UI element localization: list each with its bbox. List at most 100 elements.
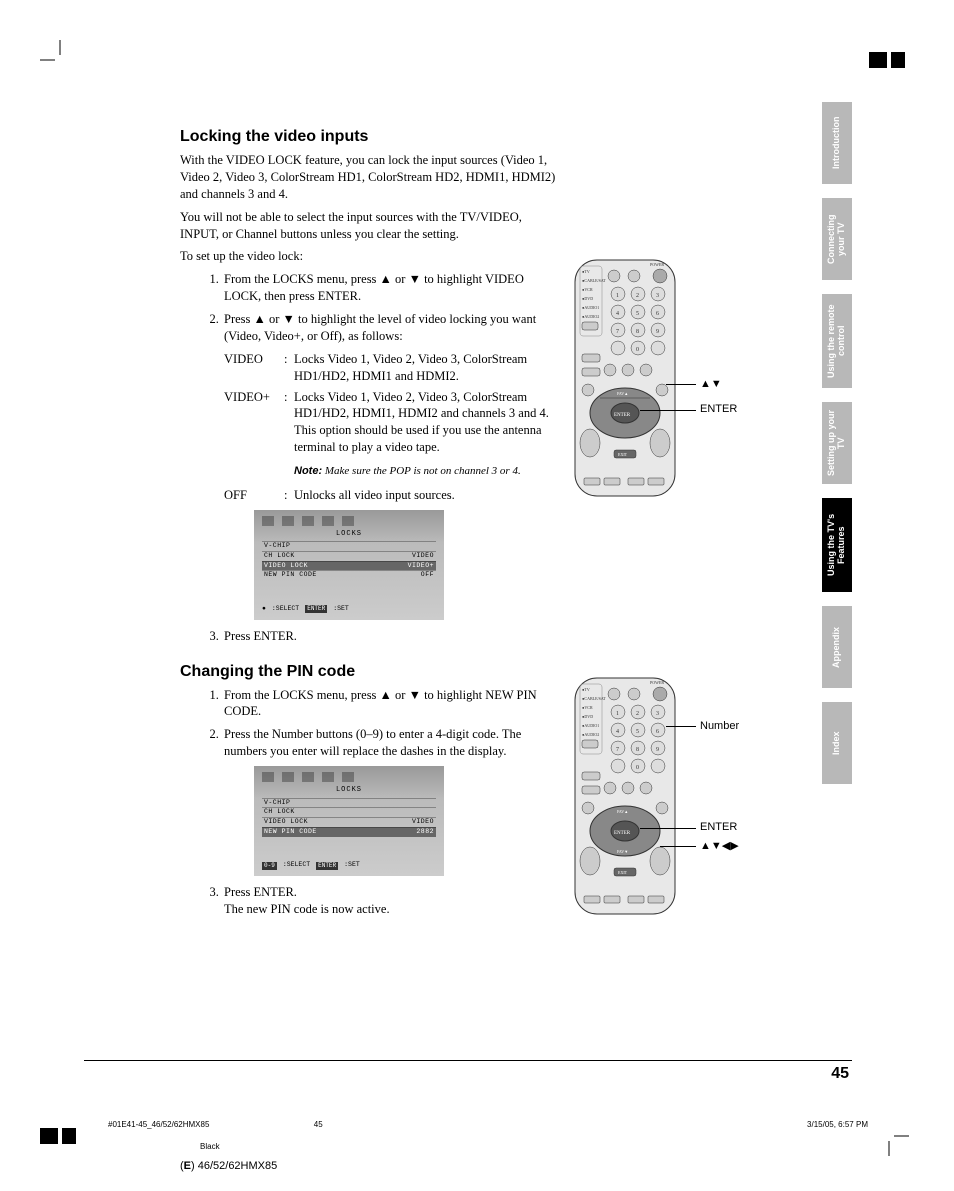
osd2-r0l: V-CHIP: [264, 799, 290, 808]
osd1-foot: ●:SELECT ENTER :SET: [262, 605, 349, 614]
tab-connecting[interactable]: Connecting your TV: [822, 198, 852, 280]
svg-text:●DVD: ●DVD: [582, 296, 593, 301]
osd2-set: :SET: [344, 861, 360, 870]
crop-mark-bl: [40, 1116, 80, 1156]
svg-text:7: 7: [616, 329, 619, 335]
callout-line: [640, 828, 696, 829]
step2b-text: Press the Number buttons (0–9) to enter …: [224, 727, 521, 758]
step3b: The new PIN code is now active.: [224, 902, 390, 916]
osd1-r3l: NEW PIN CODE: [264, 571, 317, 580]
svg-text:2: 2: [636, 293, 639, 299]
tab-index[interactable]: Index: [822, 702, 852, 784]
osd1-r2l: VIDEO LOCK: [264, 562, 308, 571]
svg-text:●AUDIO1: ●AUDIO1: [582, 305, 599, 310]
tab-features[interactable]: Using the TV's Features: [822, 498, 852, 592]
section1-title: Locking the video inputs: [180, 128, 760, 146]
remote-icon: ●TV ●CABLE/SAT ●VCR ●DVD ●AUDIO1 ●AUDIO2…: [570, 676, 680, 916]
svg-text:6: 6: [656, 729, 659, 735]
sep: :: [284, 351, 294, 385]
off-desc: Unlocks all video input sources.: [294, 487, 455, 504]
svg-text:8: 8: [636, 747, 639, 753]
svg-text:ENTER: ENTER: [614, 831, 631, 836]
svg-text:1: 1: [616, 711, 619, 717]
svg-text:●VCR: ●VCR: [582, 705, 593, 710]
side-tabs: Introduction Connecting your TV Using th…: [822, 102, 852, 798]
step2-text: Press ▲ or ▼ to highlight the level of v…: [224, 312, 536, 343]
page-rule: [84, 1060, 852, 1061]
tab-introduction[interactable]: Introduction: [822, 102, 852, 184]
osd1-enter: ENTER: [305, 605, 327, 613]
remote-figure-1: ●TV ●CABLE/SAT ●VCR ●DVD ●AUDIO1 ●AUDIO2…: [570, 258, 770, 503]
svg-text:6: 6: [656, 311, 659, 317]
off-term: OFF: [224, 487, 284, 504]
callout-arrows-ud: ▲▼: [700, 378, 722, 390]
svg-text:7: 7: [616, 747, 619, 753]
osd1-r2r: VIDEO+: [408, 562, 434, 571]
svg-text:●VCR: ●VCR: [582, 287, 593, 292]
svg-text:9: 9: [656, 329, 659, 335]
model-suffix: ) 46/52/62HMX85: [191, 1160, 277, 1172]
svg-text:●DVD: ●DVD: [582, 714, 593, 719]
osd2-header: LOCKS: [254, 784, 444, 797]
callout-arrows-all: ▲▼◀▶: [700, 839, 739, 852]
footer-pg: 45: [314, 1120, 323, 1129]
callout-line: [640, 410, 696, 411]
svg-text:0: 0: [636, 765, 639, 771]
videoplus-desc: Locks Video 1, Video 2, Video 3, ColorSt…: [294, 389, 560, 457]
svg-text:●TV: ●TV: [582, 687, 590, 692]
svg-text:FAV▲: FAV▲: [617, 809, 628, 814]
svg-text:5: 5: [636, 311, 639, 317]
osd2-enter: ENTER: [316, 862, 338, 870]
footer-date: 3/15/05, 6:57 PM: [807, 1120, 868, 1129]
osd1-select: :SELECT: [272, 605, 299, 614]
note-text: Make sure the POP is not on channel 3 or…: [325, 465, 521, 477]
svg-text:●CABLE/SAT: ●CABLE/SAT: [582, 696, 606, 701]
callout-enter: ENTER: [700, 403, 737, 415]
osd2-r1l: CH LOCK: [264, 808, 295, 817]
svg-text:EXIT: EXIT: [618, 452, 628, 457]
crop-mark-tl: [40, 40, 80, 80]
svg-text:●TV: ●TV: [582, 269, 590, 274]
svg-text:●AUDIO1: ●AUDIO1: [582, 723, 599, 728]
svg-text:5: 5: [636, 729, 639, 735]
osd2-r2l: VIDEO LOCK: [264, 818, 308, 827]
section2-step3: Press ENTER. The new PIN code is now act…: [222, 884, 560, 918]
svg-text:3: 3: [656, 711, 659, 717]
svg-text:0: 0: [636, 347, 639, 353]
remote-figure-2: ●TV ●CABLE/SAT ●VCR ●DVD ●AUDIO1 ●AUDIO2…: [570, 676, 770, 921]
svg-text:1: 1: [616, 293, 619, 299]
section1-step3: Press ENTER.: [222, 628, 560, 645]
svg-text:3: 3: [656, 293, 659, 299]
crop-mark-tr: [869, 40, 909, 80]
svg-text:●CABLE/SAT: ●CABLE/SAT: [582, 278, 606, 283]
osd2-r2r: VIDEO: [412, 818, 434, 827]
note: Note: Make sure the POP is not on channe…: [294, 464, 560, 479]
footer-file: #01E41-45_46/52/62HMX85: [108, 1120, 209, 1129]
svg-text:ENTER: ENTER: [614, 413, 631, 418]
callout-line: [666, 726, 696, 727]
tab-setup[interactable]: Setting up your TV: [822, 402, 852, 484]
callout-line: [660, 846, 696, 847]
svg-text:●AUDIO2: ●AUDIO2: [582, 314, 599, 319]
section1-p1: With the VIDEO LOCK feature, you can loc…: [180, 152, 560, 203]
footer-meta: #01E41-45_46/52/62HMX85 45 3/15/05, 6:57…: [108, 1120, 868, 1129]
svg-text:9: 9: [656, 747, 659, 753]
model-line: (E) 46/52/62HMX85: [180, 1160, 277, 1172]
svg-text:2: 2: [636, 711, 639, 717]
callout-enter2: ENTER: [700, 821, 737, 833]
svg-text:4: 4: [616, 311, 619, 317]
tab-appendix[interactable]: Appendix: [822, 606, 852, 688]
osd2-items: V-CHIP CH LOCK VIDEO LOCKVIDEO NEW PIN C…: [254, 798, 444, 837]
section2-step1: From the LOCKS menu, press ▲ or ▼ to hig…: [222, 687, 560, 721]
svg-text:8: 8: [636, 329, 639, 335]
section1-step1: From the LOCKS menu, press ▲ or ▼ to hig…: [222, 271, 560, 305]
video-desc: Locks Video 1, Video 2, Video 3, ColorSt…: [294, 351, 560, 385]
osd2-foot: 0-9 :SELECT ENTER :SET: [262, 861, 360, 870]
step3a: Press ENTER.: [224, 885, 297, 899]
osd2-r3r: 2882: [416, 828, 434, 837]
tab-remote[interactable]: Using the remote control: [822, 294, 852, 388]
svg-text:●AUDIO2: ●AUDIO2: [582, 732, 599, 737]
footer-black: Black: [200, 1142, 220, 1151]
osd-locks-2: LOCKS V-CHIP CH LOCK VIDEO LOCKVIDEO NEW…: [254, 766, 444, 876]
osd-icons: [254, 510, 444, 528]
